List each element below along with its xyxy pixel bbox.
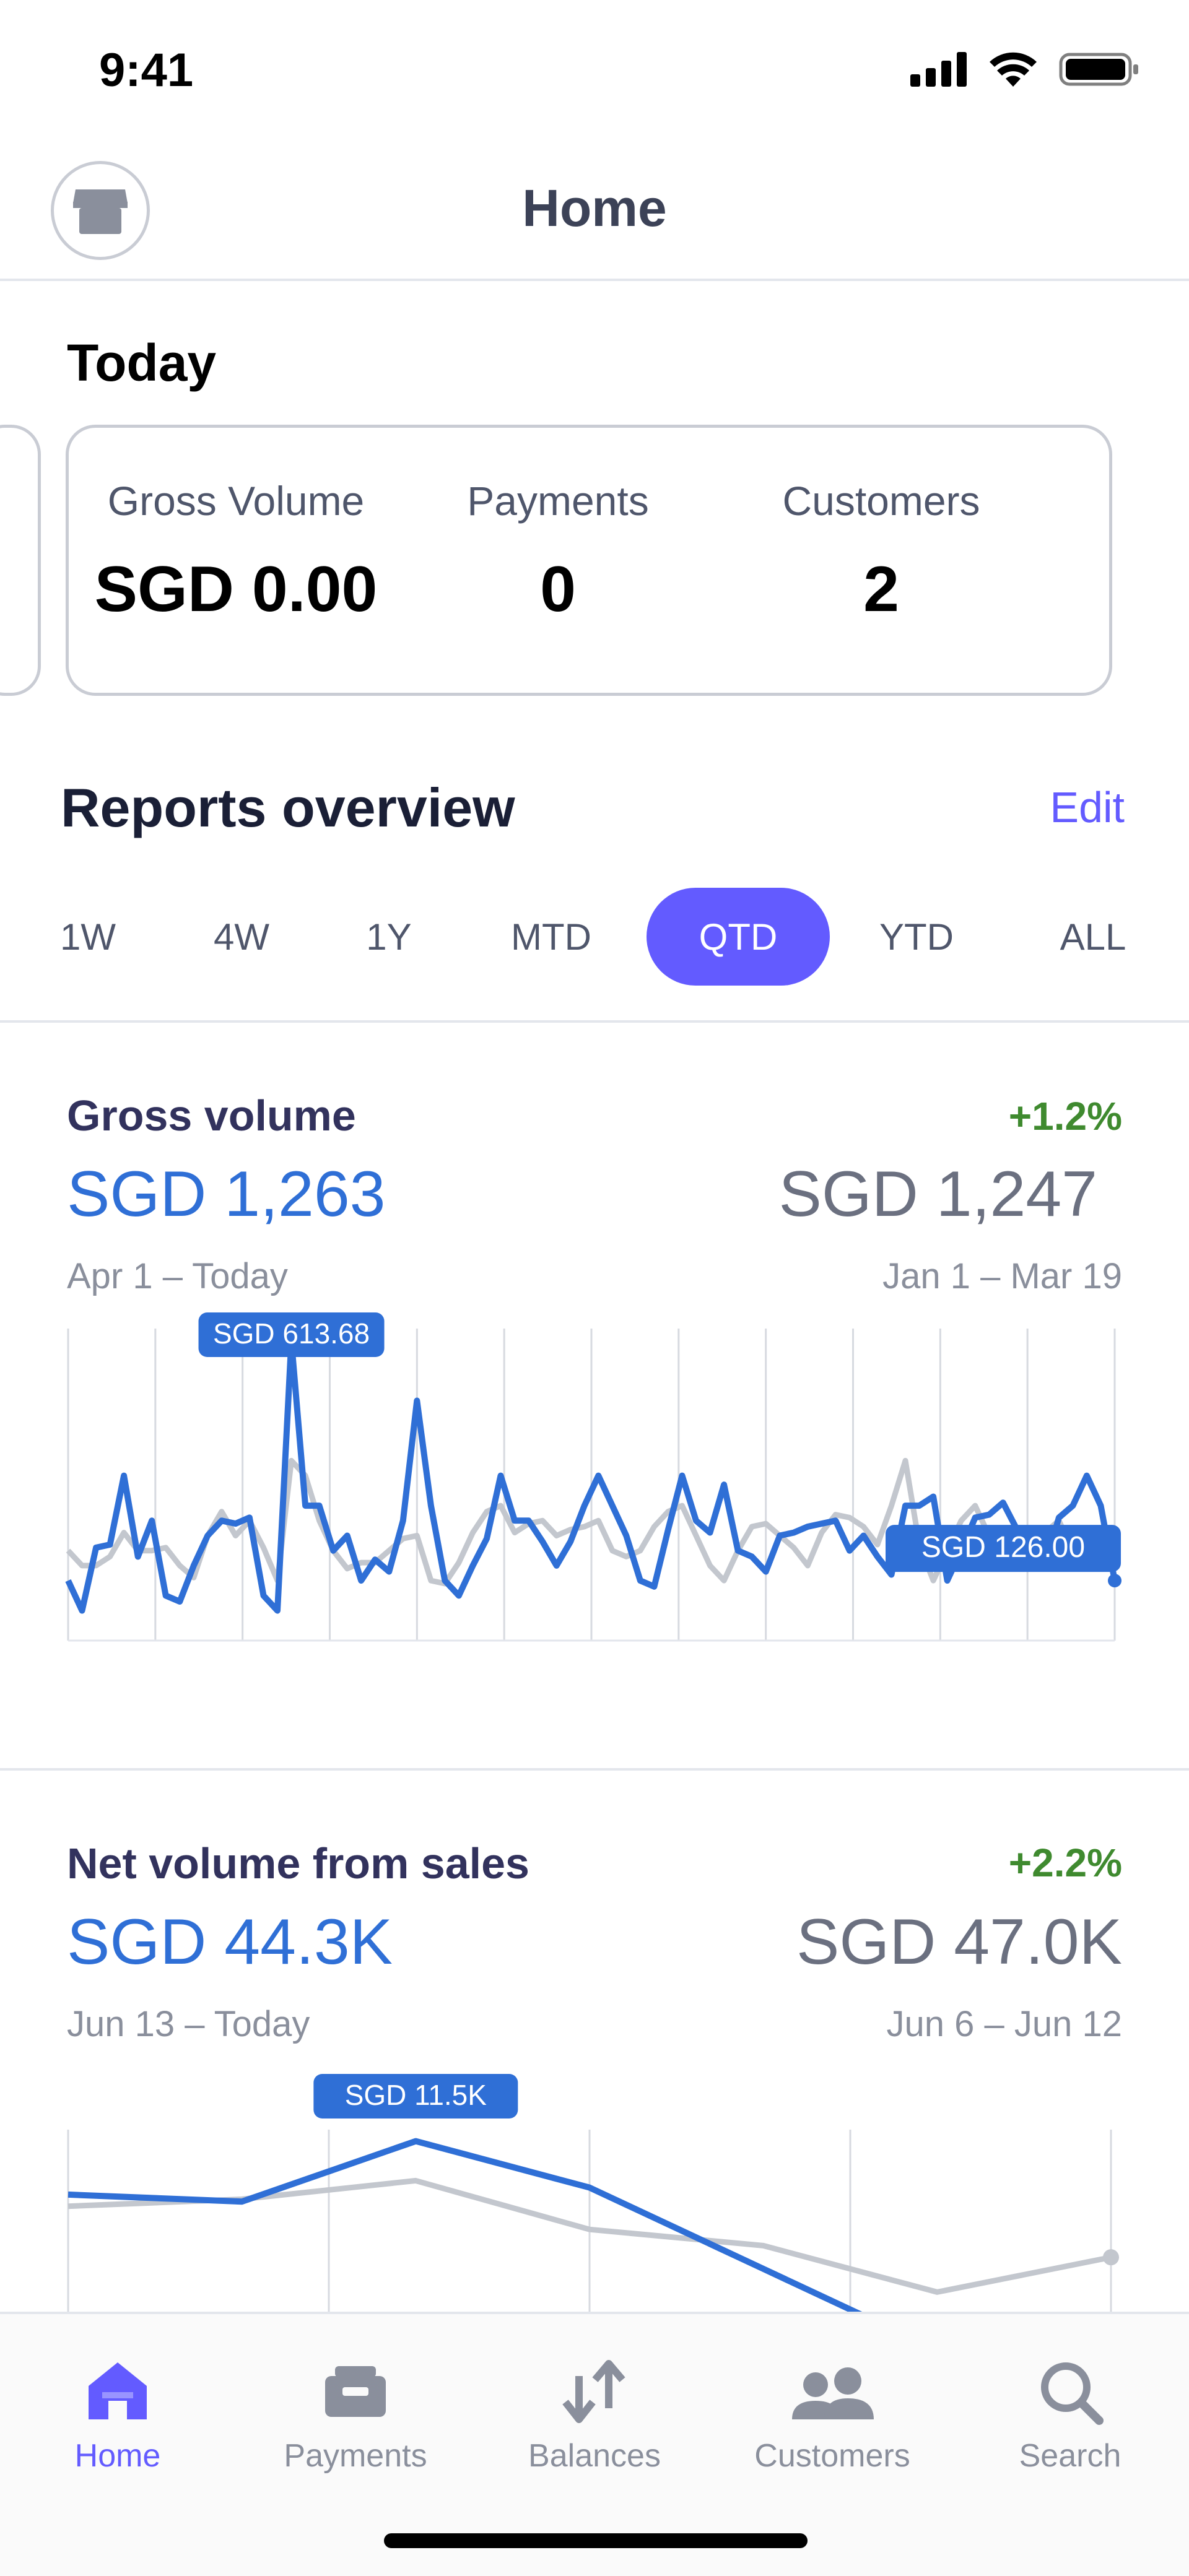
search-icon (1041, 2362, 1104, 2425)
today-title: Today (67, 334, 217, 392)
home-icon (89, 2362, 147, 2419)
range-tab-1w[interactable]: 1W (60, 916, 116, 958)
gross-volume-card[interactable]: Gross volume +1.2% SGD 1,263 SGD 1,247 A… (0, 1021, 1189, 1768)
previous-summary-card[interactable] (0, 425, 41, 696)
tab-home[interactable]: Home (25, 2357, 211, 2474)
stat-payments: Payments 0 (391, 477, 725, 627)
current-period-line (68, 2138, 863, 2312)
tab-customers[interactable]: Customers (739, 2357, 925, 2474)
status-icons (910, 51, 1139, 88)
stat-label: Payments (467, 478, 649, 524)
status-time: 9:41 (99, 44, 194, 97)
last-tag-text: SGD 126.00 (921, 1531, 1085, 1564)
last-tag-bg (886, 1525, 1121, 1572)
range-tab-1y[interactable]: 1Y (366, 916, 412, 958)
tab-balances[interactable]: Balances (502, 2357, 687, 2474)
gross-volume-current-period: Apr 1 – Today (67, 1256, 288, 1296)
gross-volume-previous: SGD 1,247 (778, 1158, 1097, 1230)
last-value-tag: SGD 126.00 (886, 1525, 1121, 1572)
gross-volume-divider (0, 1768, 1189, 1771)
home-indicator (384, 2533, 808, 2548)
stat-value: 0 (540, 553, 576, 625)
gross-volume-previous-period: Jan 1 – Mar 19 (882, 1256, 1122, 1296)
account-avatar-button[interactable] (51, 161, 150, 260)
range-tab-all[interactable]: ALL (1060, 916, 1126, 958)
previous-end-marker (1103, 2249, 1119, 2266)
reports-divider (0, 1020, 1189, 1023)
peak-tag-bg (198, 1312, 385, 1357)
stat-label: Customers (782, 478, 980, 524)
tab-customers-label: Customers (754, 2438, 910, 2474)
store-icon (73, 189, 128, 234)
reports-title: Reports overview (61, 777, 515, 838)
peak-tag-text: SGD 11.5K (345, 2079, 487, 2111)
peak-value-tag: SGD 613.68 (198, 1312, 385, 1357)
peak-tag-bg (313, 2074, 518, 2118)
page-title: Home (522, 179, 667, 237)
tab-bar: Home Payments Balances Customers (0, 2312, 1189, 2576)
battery-icon (1059, 53, 1138, 86)
tab-search[interactable]: Search (977, 2357, 1163, 2474)
peak-value-tag: SGD 11.5K (313, 2074, 518, 2118)
peak-tag-text: SGD 613.68 (213, 1317, 370, 1350)
stat-gross-volume: Gross Volume SGD 0.00 (69, 477, 403, 627)
range-tab-mtd[interactable]: MTD (511, 916, 591, 958)
tab-payments[interactable]: Payments (263, 2357, 448, 2474)
net-volume-card[interactable]: Net volume from sales +2.2% SGD 44.3K SG… (0, 1771, 1189, 2312)
gross-volume-current: SGD 1,263 (67, 1158, 386, 1230)
header-divider (0, 279, 1189, 281)
today-summary-card[interactable]: Gross Volume SGD 0.00 Payments 0 Custome… (66, 425, 1112, 696)
net-volume-change: +2.2% (1008, 1841, 1122, 1885)
range-tab-4w[interactable]: 4W (214, 916, 269, 958)
stat-value: 2 (863, 553, 899, 625)
last-point-marker (1108, 1574, 1121, 1588)
net-volume-previous: SGD 47.0K (796, 1906, 1122, 1978)
range-tab-ytd[interactable]: YTD (879, 916, 954, 958)
net-volume-title: Net volume from sales (67, 1839, 529, 1888)
stat-value: SGD 0.00 (94, 553, 378, 625)
wifi-icon (990, 52, 1037, 87)
people-icon (792, 2367, 874, 2419)
net-volume-current-period: Jun 13 – Today (67, 2004, 310, 2044)
gross-volume-chart[interactable]: SGD 613.68 SGD 126.00 (0, 1312, 1189, 1659)
tab-search-label: Search (1019, 2438, 1121, 2474)
net-volume-chart[interactable]: SGD 11.5K (0, 2062, 1189, 2312)
transfer-arrows-icon (562, 2360, 625, 2423)
range-tab-qtd[interactable]: QTD (647, 888, 830, 986)
net-volume-previous-period: Jun 6 – Jun 12 (886, 2004, 1122, 2044)
signal-icon (910, 52, 967, 87)
gross-volume-title: Gross volume (67, 1091, 356, 1140)
stat-customers: Customers 2 (714, 477, 1048, 627)
gross-volume-change: +1.2% (1008, 1094, 1122, 1138)
net-volume-current: SGD 44.3K (67, 1906, 393, 1978)
wallet-icon (325, 2366, 386, 2417)
edit-reports-button[interactable]: Edit (1050, 783, 1125, 831)
tab-balances-label: Balances (528, 2438, 661, 2474)
tab-payments-label: Payments (284, 2438, 427, 2474)
stat-label: Gross Volume (107, 478, 365, 524)
tab-home-label: Home (74, 2438, 161, 2474)
